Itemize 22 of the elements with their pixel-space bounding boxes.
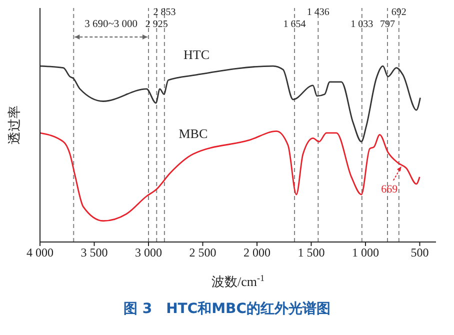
- text: 3 690~3 000: [84, 19, 138, 30]
- x-tick-label: 2 500: [189, 246, 216, 260]
- series-label: HTC: [184, 46, 210, 62]
- x-tick-label: 3 000: [134, 246, 162, 260]
- ref-line-label: 1 033: [350, 19, 374, 30]
- x-tick-label: 1 500: [298, 246, 325, 260]
- x-tick-label: 2 000: [243, 246, 270, 260]
- annotation: 669: [381, 183, 398, 196]
- y-axis-title: 透过率: [6, 106, 22, 144]
- x-tick-label: 4 000: [26, 246, 54, 260]
- x-tick-label: 1 000: [352, 246, 379, 260]
- ref-line-label: 2 853: [153, 7, 176, 18]
- x-axis-title: 波数/cm$^{-1}$: [211, 273, 265, 289]
- text: 图 3 HTC和MBC的红外光谱图: [122, 300, 332, 318]
- x-tick-label: 500: [410, 246, 429, 260]
- series-label: MBC: [178, 126, 208, 142]
- ref-line-label: 692: [391, 7, 406, 18]
- ref-line-label: 1 436: [306, 7, 330, 18]
- x-tick-label: 3 500: [80, 246, 108, 260]
- ref-line-label: 797: [380, 19, 396, 30]
- ref-line-label: 2 925: [145, 19, 168, 30]
- ref-line-label: 1 654: [283, 19, 306, 30]
